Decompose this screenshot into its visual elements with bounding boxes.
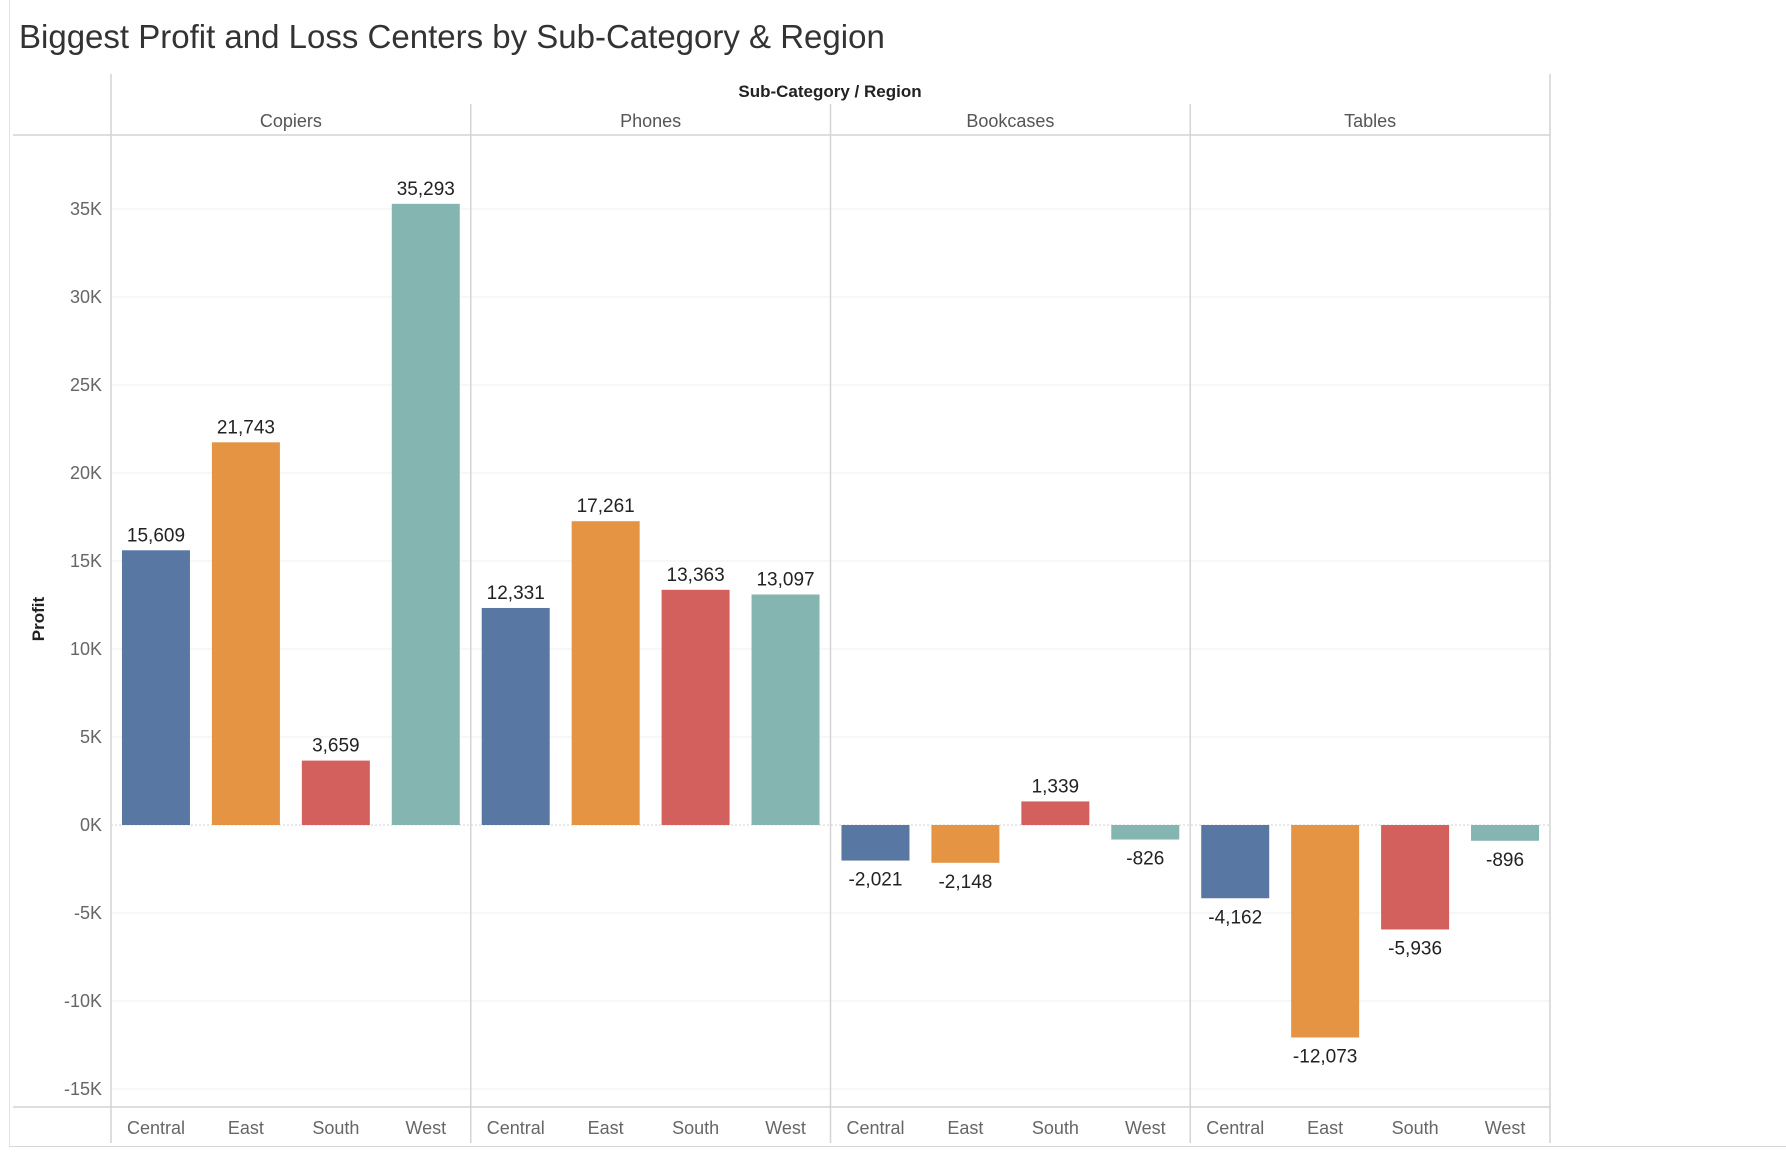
data-label: 12,331 (487, 583, 545, 604)
data-label: 35,293 (397, 179, 455, 200)
data-label: 15,609 (127, 525, 185, 546)
y-tick-label: 25K (70, 375, 102, 395)
group-header-tables: Tables (1344, 111, 1396, 131)
x-tick-label: Central (487, 1118, 545, 1138)
bar-phones-central[interactable] (481, 607, 550, 825)
x-tick-label: South (1032, 1118, 1079, 1138)
bar-copiers-east[interactable] (211, 442, 280, 825)
bar-bookcases-south[interactable] (1021, 801, 1090, 825)
y-tick-label: 35K (70, 199, 102, 219)
data-label: 13,097 (756, 569, 814, 590)
y-tick-label: 15K (70, 551, 102, 571)
data-label: -5,936 (1388, 938, 1442, 959)
axes: Sub-Category / Region Profit 35K 30K 25K 20… (29, 82, 1525, 1138)
data-label: -4,162 (1208, 907, 1262, 928)
x-tick-label: Central (1206, 1118, 1264, 1138)
bar-copiers-west[interactable] (391, 203, 460, 825)
bar-phones-west[interactable] (751, 594, 820, 825)
bar-phones-east[interactable] (571, 521, 640, 825)
x-tick-label: South (1392, 1118, 1439, 1138)
x-tick-label: West (765, 1118, 806, 1138)
data-label: 13,363 (667, 565, 725, 586)
y-tick-label: 0K (80, 815, 102, 835)
bar-tables-central[interactable] (1201, 825, 1270, 899)
x-tick-label: East (947, 1118, 983, 1138)
bar-bookcases-central[interactable] (841, 825, 910, 861)
x-tick-label: West (1485, 1118, 1526, 1138)
y-tick-label: -5K (74, 903, 102, 923)
bar-copiers-south[interactable] (301, 760, 370, 825)
x-tick-label: South (672, 1118, 719, 1138)
data-label: 3,659 (312, 736, 360, 757)
data-label: -826 (1126, 849, 1164, 870)
data-label: -2,021 (849, 870, 903, 891)
x-tick-label: Central (127, 1118, 185, 1138)
bar-bookcases-west[interactable] (1111, 825, 1180, 840)
group-header-phones: Phones (620, 111, 681, 131)
data-label: 1,339 (1032, 776, 1080, 797)
chart-frame (9, 0, 1786, 1147)
group-header-copiers: Copiers (260, 111, 322, 131)
y-axis-title: Profit (29, 596, 48, 641)
x-tick-label: West (1125, 1118, 1166, 1138)
bar-bookcases-east[interactable] (931, 825, 1000, 863)
group-header-bookcases: Bookcases (966, 111, 1054, 131)
x-tick-label: East (588, 1118, 624, 1138)
x-tick-label: West (405, 1118, 446, 1138)
column-header: Sub-Category / Region (738, 82, 921, 101)
bar-phones-south[interactable] (661, 589, 730, 825)
data-label: -896 (1486, 850, 1524, 871)
data-label: 21,743 (217, 417, 275, 438)
bars (121, 203, 1540, 1038)
x-tick-label: East (228, 1118, 264, 1138)
y-tick-label: 30K (70, 287, 102, 307)
y-tick-label: -10K (64, 991, 102, 1011)
bar-tables-east[interactable] (1291, 825, 1360, 1038)
y-tick-label: 5K (80, 727, 102, 747)
y-tick-label: -15K (64, 1079, 102, 1099)
pane-dividers (13, 74, 1551, 1143)
x-tick-label: South (312, 1118, 359, 1138)
chart-title: Biggest Profit and Loss Centers by Sub-C… (19, 18, 885, 55)
data-label: -2,148 (938, 872, 992, 893)
y-tick-label: 20K (70, 463, 102, 483)
bar-copiers-central[interactable] (121, 550, 190, 825)
data-label: 17,261 (577, 496, 635, 517)
data-label: -12,073 (1293, 1046, 1357, 1067)
bar-tables-west[interactable] (1471, 825, 1540, 841)
bar-tables-south[interactable] (1381, 825, 1450, 930)
y-tick-label: 10K (70, 639, 102, 659)
data-labels: 15,609 21,743 3,659 35,293 12,331 17,261 13,36… (127, 179, 1524, 1068)
x-tick-label: Central (846, 1118, 904, 1138)
x-tick-label: East (1307, 1118, 1343, 1138)
